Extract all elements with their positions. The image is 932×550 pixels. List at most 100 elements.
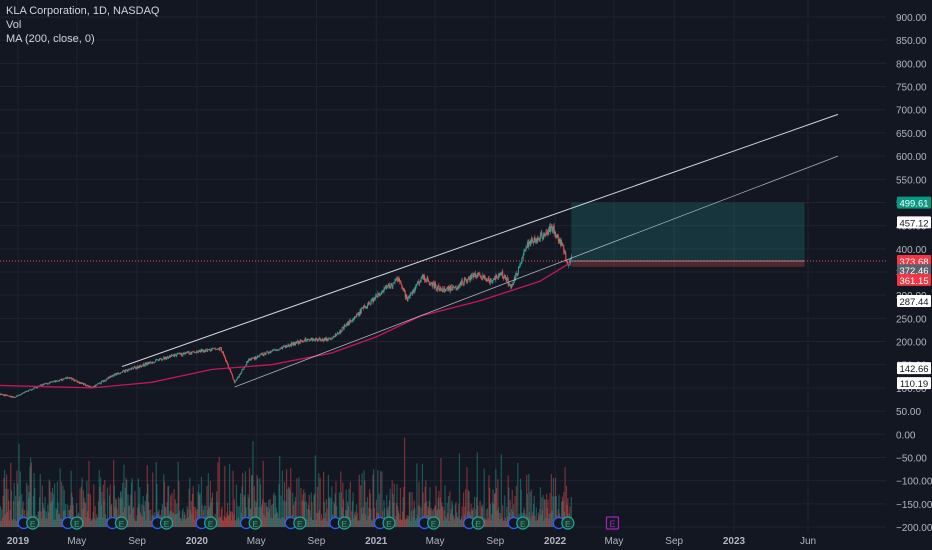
candle-body	[259, 353, 261, 355]
price-label-box[interactable]	[897, 295, 931, 308]
candle-body	[63, 378, 65, 380]
volume-bar	[135, 520, 137, 527]
volume-bar	[371, 519, 373, 527]
candle-body	[530, 241, 532, 245]
candle-body	[319, 339, 321, 341]
earnings-marker[interactable]	[561, 516, 575, 530]
candle-body	[569, 260, 571, 264]
candle-body	[85, 386, 87, 387]
volume-bar	[150, 509, 152, 527]
volume-bar	[379, 471, 382, 527]
volume-legend[interactable]: Vol	[6, 19, 22, 31]
time-axis[interactable]: 2019 May Sep 2020 May Sep 2021 May Sep 2022 May Sep…	[7, 536, 816, 547]
earnings-marker[interactable]	[516, 516, 530, 530]
volume-bar	[504, 517, 507, 527]
price-label-box[interactable]	[897, 196, 931, 209]
volume-bar	[492, 489, 494, 527]
price-label-box[interactable]	[897, 377, 931, 390]
candle-body	[159, 358, 161, 360]
volume-bar	[494, 492, 496, 527]
volume-bar	[552, 496, 554, 527]
candle-body	[106, 378, 108, 380]
price-label-box[interactable]	[897, 264, 931, 277]
volume-bar	[152, 472, 154, 527]
volume-bar	[49, 481, 51, 527]
earnings-marker[interactable]	[337, 516, 351, 530]
price-axis[interactable]: 900.00850.00800.00750.00700.00650.00600.…	[896, 13, 932, 534]
volume-bar	[370, 509, 372, 527]
price-label-box[interactable]	[897, 216, 931, 229]
x-tick-label: Sep	[128, 536, 146, 547]
candle-body	[471, 275, 473, 276]
price-label-box[interactable]	[897, 273, 931, 286]
candle-body	[220, 347, 222, 352]
candle-body	[21, 392, 23, 394]
candle-body	[454, 287, 456, 289]
earnings-marker[interactable]	[248, 516, 262, 530]
candle-body	[450, 285, 452, 291]
price-label-box[interactable]	[897, 255, 931, 268]
candle-body	[122, 370, 124, 372]
earnings-marker-label: E	[431, 519, 437, 529]
earnings-marker[interactable]	[114, 516, 129, 530]
candle-body	[270, 351, 272, 352]
earnings-marker[interactable]	[471, 516, 485, 530]
volume-bar	[84, 503, 87, 527]
position-zones[interactable]	[0, 202, 886, 267]
price-label-box[interactable]	[897, 362, 931, 375]
volume-bar	[393, 483, 395, 527]
candle-body	[440, 289, 442, 290]
volume-bar	[395, 516, 397, 527]
candle-body	[364, 306, 366, 308]
candle-body	[509, 284, 511, 286]
stop-zone[interactable]	[571, 261, 805, 267]
earnings-marker[interactable]	[70, 516, 84, 530]
candle-body	[91, 386, 93, 388]
candle-body	[384, 286, 386, 288]
candle-body	[464, 279, 466, 280]
volume-bar	[47, 512, 50, 527]
earnings-upcoming-marker[interactable]	[605, 516, 620, 530]
candle-body	[163, 357, 165, 359]
candle-body	[336, 332, 338, 335]
candle-body	[379, 294, 381, 296]
volume-bar	[200, 476, 203, 527]
candle-body	[26, 390, 28, 392]
ma-legend[interactable]: MA (200, close, 0)	[6, 33, 95, 45]
candle-body	[341, 327, 343, 332]
volume-bar	[114, 506, 116, 527]
earnings-marker[interactable]	[293, 516, 307, 530]
volume-bar	[277, 518, 279, 527]
earnings-marker[interactable]	[26, 516, 40, 530]
volume-bar	[486, 508, 489, 527]
event-markers[interactable]: EEEEEEEEEEEEEEE	[0, 516, 620, 530]
volume-bar	[395, 503, 397, 527]
symbol-title[interactable]: KLA Corporation, 1D, NASDAQ	[6, 5, 160, 17]
candle-body	[17, 395, 19, 397]
earnings-marker[interactable]	[382, 516, 396, 530]
candle-body	[98, 383, 100, 384]
volume-bar	[148, 510, 150, 527]
candle-body	[356, 314, 358, 315]
candle-body	[288, 344, 290, 347]
volume-bar	[325, 499, 327, 527]
earnings-marker[interactable]	[426, 516, 441, 530]
candle-body	[537, 238, 539, 242]
candle-body	[288, 345, 290, 347]
volume-bar	[315, 520, 317, 527]
candle-body	[48, 382, 50, 385]
target-zone[interactable]	[571, 202, 805, 262]
volume-bar	[364, 514, 367, 527]
volume-bar	[549, 492, 551, 527]
earnings-marker[interactable]	[159, 516, 174, 530]
candle-body	[200, 350, 202, 352]
candle-body	[188, 351, 190, 355]
candle-body	[399, 282, 401, 283]
earnings-marker[interactable]	[203, 516, 218, 530]
candle-body	[498, 274, 500, 276]
candle-body	[295, 341, 297, 343]
candle-body	[466, 281, 468, 282]
candle-body	[30, 389, 32, 391]
candle-body	[355, 316, 357, 318]
